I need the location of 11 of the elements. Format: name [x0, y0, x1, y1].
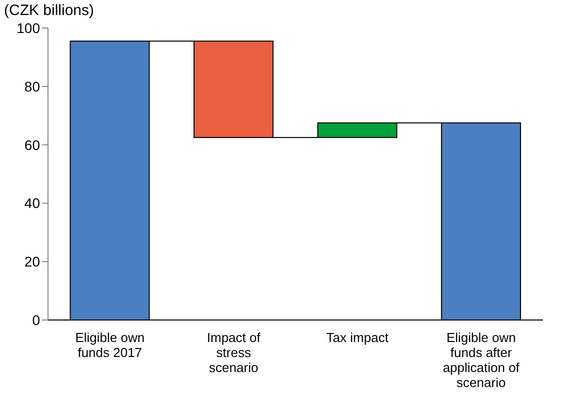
y-tick-label: 0: [32, 312, 40, 328]
y-tick-label: 100: [16, 20, 40, 36]
x-tick-label: Impact of stress scenario: [206, 330, 261, 375]
chart-title: (CZK billions): [4, 2, 94, 19]
y-tick-label: 80: [24, 78, 40, 94]
x-tick-label: Eligible own funds after application of scenario: [442, 330, 520, 390]
y-tick-label: 40: [24, 195, 40, 212]
x-tick-label: Tax impact: [326, 330, 389, 345]
x-tick-label: Eligible own funds 2017: [75, 330, 145, 360]
y-tick-label: 20: [24, 254, 40, 270]
y-tick-label: 60: [24, 136, 40, 153]
